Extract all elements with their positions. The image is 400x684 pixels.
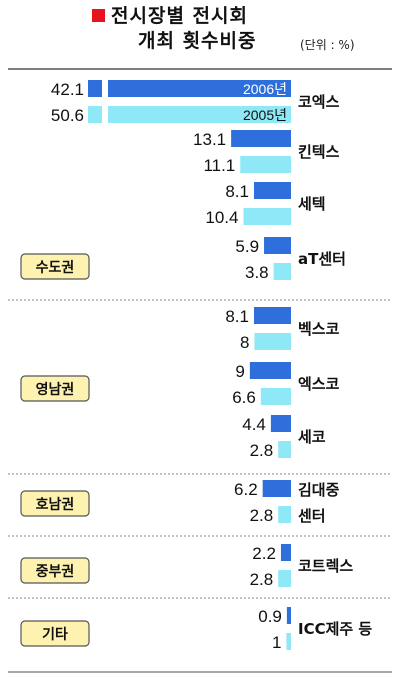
value-label-2006: 13.1 <box>193 130 226 149</box>
bar-2006 <box>262 480 291 497</box>
bar-2005 <box>278 506 291 523</box>
bar-2005 <box>260 388 291 405</box>
region-label: 호남권 <box>36 496 75 513</box>
value-label-2005: 2.8 <box>250 506 274 525</box>
bar-2006 <box>231 130 291 147</box>
bar-2006 <box>249 362 291 379</box>
bar-2006 <box>253 307 291 324</box>
venue-name-line: 김대중 <box>298 481 340 499</box>
bar-2006 <box>264 237 291 254</box>
value-label-2006: 2.2 <box>252 544 276 563</box>
value-label-2005: 11.1 <box>203 156 235 175</box>
value-label-2006: 0.9 <box>258 607 282 626</box>
value-label-2006: 6.2 <box>234 480 258 499</box>
bar-2005-stub <box>88 106 102 123</box>
value-label-2005: 6.6 <box>232 388 256 407</box>
value-label-2006: 5.9 <box>235 237 259 256</box>
bar-2006 <box>108 80 291 97</box>
value-label-2005: 3.8 <box>245 263 269 282</box>
region-label: 중부권 <box>36 564 75 580</box>
venue-name: 킨텍스 <box>298 143 340 161</box>
bar-2005 <box>108 106 291 123</box>
region-box <box>20 375 90 402</box>
bar-2005 <box>240 156 291 173</box>
venue-name-line: 센터 <box>298 507 326 525</box>
value-label-2006: 9 <box>235 362 244 381</box>
venue-name: 세텍 <box>298 195 326 213</box>
region-label: 영남권 <box>36 381 75 398</box>
region-label: 기타 <box>42 627 68 643</box>
venue-name: 코트렉스 <box>298 557 353 575</box>
venue-name: 엑스코 <box>298 375 340 393</box>
value-label-2006: 4.4 <box>242 415 266 434</box>
bar-2006 <box>253 182 291 199</box>
value-label-2006: 42.1 <box>51 80 84 99</box>
region-box <box>20 490 90 517</box>
value-label-2005: 1 <box>272 633 281 652</box>
venue-name: aT센터 <box>298 250 346 268</box>
value-label-2005: 10.4 <box>205 208 238 227</box>
region-box <box>20 253 90 280</box>
bar-2006 <box>280 544 291 561</box>
value-label-2005: 8 <box>240 333 249 352</box>
chart-title: 전시장별 전시회 개최 횟수비중 <box>92 4 332 54</box>
venue-name: ICC제주 등 <box>298 620 372 638</box>
bar-2005 <box>273 263 291 280</box>
region-box <box>20 620 90 647</box>
title-line-2: 개최 횟수비중 <box>138 30 257 52</box>
bar-2005 <box>278 441 291 458</box>
bar-2005 <box>254 333 291 350</box>
venue-name: 코엑스 <box>298 93 340 111</box>
bar-2006 <box>286 607 291 624</box>
venue-name: 세코 <box>298 428 326 446</box>
value-label-2005: 2.8 <box>250 570 274 589</box>
legend-2005: 2005년 <box>243 107 287 123</box>
bar-2005 <box>286 633 291 650</box>
region-label: 수도권 <box>36 260 75 276</box>
region-box <box>20 557 90 584</box>
legend-2006: 2006년 <box>243 81 287 97</box>
bar-2005 <box>243 208 291 225</box>
venue-name: 벡스코 <box>298 320 340 338</box>
value-label-2006: 8.1 <box>225 307 249 326</box>
bar-2006 <box>270 415 291 432</box>
bar-2005 <box>278 570 291 587</box>
value-label-2006: 8.1 <box>225 182 249 201</box>
value-label-2005: 50.6 <box>51 106 84 125</box>
bar-2006-stub <box>88 80 102 97</box>
unit-label: (단위 : %) <box>300 38 355 52</box>
value-label-2005: 2.8 <box>250 441 274 460</box>
title-line-1: 전시장별 전시회 <box>92 5 248 27</box>
